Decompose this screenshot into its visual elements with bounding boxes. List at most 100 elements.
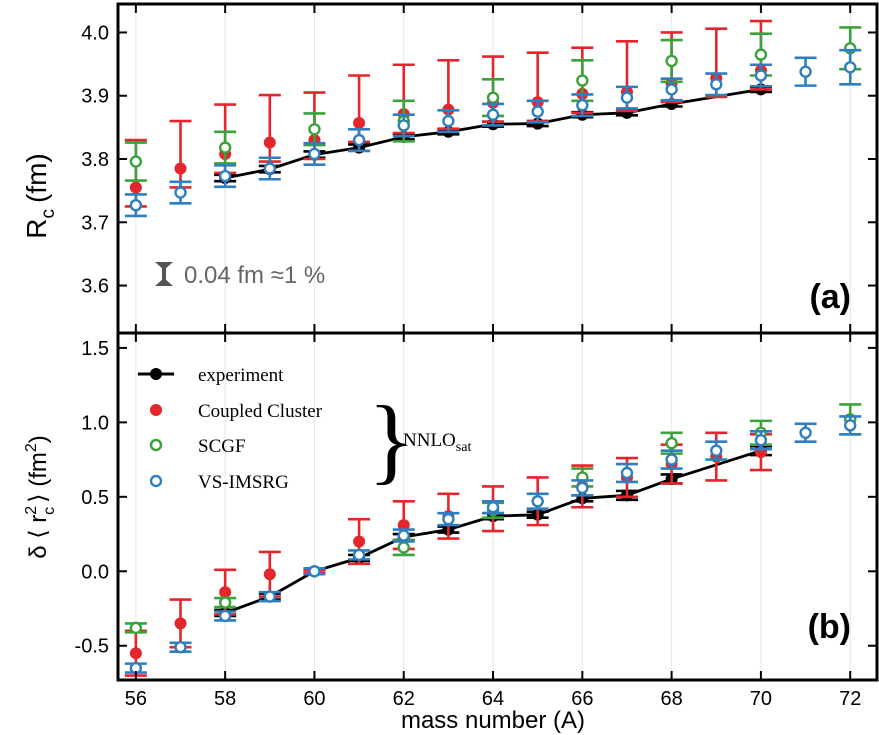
panel-a-vs-imsrg-point-70 <box>754 69 768 82</box>
panel-b-ytick-label-0: -0.5 <box>75 636 109 658</box>
panel-b-vs-imsrg-point-57 <box>174 641 187 654</box>
scale-bar-stem <box>162 262 166 286</box>
panel-a-vs-imsrg-point-61 <box>352 133 366 147</box>
panel-a-ylabel-main: R <box>21 219 52 239</box>
panel-a-ytick-label-3: 3.9 <box>81 86 109 108</box>
panel-a-ytick-label-1: 3.7 <box>81 212 109 234</box>
panel-a-vs-imsrg-point-62 <box>397 119 410 132</box>
panel-a-vs-imsrg-point-68 <box>665 83 678 96</box>
panel-b-vs-imsrg-point-62 <box>397 529 410 542</box>
panel-b-scgf-point-68 <box>665 437 678 450</box>
legend-group-main: NNLO <box>403 430 456 451</box>
panel-b-xtick-label-1: 58 <box>214 688 236 710</box>
panel-b-vs-imsrg-point-60 <box>308 565 321 578</box>
panel-b-vs-imsrg-point-67 <box>620 466 634 480</box>
legend-entry-vs-imsrg: VS-IMSRG <box>149 472 289 493</box>
panel-b-ylabel-tail-sup: 2 <box>23 443 40 452</box>
panel-b-xtick-label-2: 60 <box>303 688 325 710</box>
panel-b-ytick-label-4: 1.5 <box>81 338 109 360</box>
panel-b-coupled-cluster-point-57 <box>174 617 187 630</box>
panel-b-ylabel-main: δ ⟨ r <box>25 515 52 559</box>
panel-b-scgf-point-56 <box>129 621 143 635</box>
panel-a-scgf-point-58 <box>218 141 232 154</box>
panel-a-scgf-point-68 <box>665 54 678 68</box>
panel-b-ytick-label-3: 1.0 <box>81 412 109 434</box>
legend-entry-experiment: experiment <box>138 365 284 386</box>
panel-b-xtick-label-6: 68 <box>660 688 682 710</box>
panel-b-vs-imsrg-point-71 <box>799 426 812 439</box>
panel-b-vs-imsrg-point-70 <box>754 434 768 447</box>
panel-a-vs-imsrg-point-59 <box>263 162 276 175</box>
panel-b: -0.5 0.0 0.5 1.0 1.5 56 58 60 62 64 66 68 70 72 (b) δ… <box>23 331 879 710</box>
panel-a-vs-imsrg-point-66 <box>576 99 589 112</box>
legend-vs-imsrg-label: VS-IMSRG <box>198 472 289 493</box>
panel-a-ylabel-unit: (fm) <box>21 153 52 203</box>
panel-a-scgf-point-70 <box>754 48 768 61</box>
panel-a-vs-imsrg-point-69 <box>710 78 723 91</box>
legend-group-sub: sat <box>456 440 472 455</box>
panel-b-ylabel: δ ⟨ r2c⟩ (fm2) <box>23 435 58 559</box>
panel-a-scgf-point-64 <box>486 91 500 104</box>
panel-b-vs-imsrg-point-64 <box>486 501 500 514</box>
legend-entry-scgf: SCGF <box>149 436 246 457</box>
legend-experiment-marker <box>150 368 162 380</box>
panel-b-ytick-label-1: 0.0 <box>81 561 109 583</box>
legend-brace: } <box>368 386 414 493</box>
panel-a-ytick-label-0: 3.6 <box>81 276 109 298</box>
panel-a-vs-imsrg-point-60 <box>308 147 321 161</box>
panel-b-vs-imsrg-point-61 <box>352 548 366 562</box>
panel-b-coupled-cluster-point-62 <box>397 519 410 532</box>
panel-b-ylabel-end: ) <box>25 435 52 443</box>
legend-coupled-cluster-marker <box>150 404 162 416</box>
legend-scgf-label: SCGF <box>198 436 246 457</box>
panel-b-vs-imsrg-point-72 <box>844 419 857 432</box>
panel-b-vs-imsrg-point-66 <box>576 481 589 495</box>
panel-a-coupled-cluster-point-56 <box>129 181 142 194</box>
panel-a-label: (a) <box>809 278 851 316</box>
panel-a-vs-imsrg-point-56 <box>129 198 143 212</box>
panel-b-vs-imsrg-point-68 <box>665 453 678 466</box>
panel-b-coupled-cluster-point-59 <box>263 568 276 581</box>
panel-a-vs-imsrg-point-72 <box>844 61 857 74</box>
panel-a-vs-imsrg-point-65 <box>531 105 544 118</box>
panel-b-xtick-label-7: 70 <box>750 688 772 710</box>
panel-b-ylabel-sup: 2 <box>23 506 40 515</box>
panel-a-vs-imsrg-point-67 <box>620 91 634 104</box>
panel-b-vs-imsrg-point-65 <box>531 495 544 508</box>
panel-b-xtick-label-4: 64 <box>482 688 504 710</box>
panel-b-xtick-label-3: 62 <box>393 688 415 710</box>
panel-b-coupled-cluster-point-61 <box>353 535 366 548</box>
panel-b-vs-imsrg-point-58 <box>218 609 232 623</box>
panel-a-vs-imsrg-point-71 <box>799 65 812 78</box>
panel-b-scgf-point-62 <box>397 541 410 554</box>
panel-a: 3.6 3.7 3.8 3.9 4.0 (a) 0.04 fm ≈1 % Rc (fm) <box>21 2 879 335</box>
panel-b-coupled-cluster-point-58 <box>219 586 232 599</box>
panel-a-scgf-point-60 <box>308 123 321 136</box>
panel-b-ylabel-sub: c <box>41 507 58 515</box>
panel-b-ylabel-tail: ⟩ (fm <box>25 452 52 503</box>
panel-b-vs-imsrg-point-63 <box>442 512 455 526</box>
legend-scgf-marker <box>149 438 163 452</box>
panel-a-scgf-point-66 <box>576 74 589 87</box>
scale-annotation: 0.04 fm ≈1 % <box>155 262 325 289</box>
scale-bar-bottom <box>155 278 173 286</box>
x-axis-label: mass number (A) <box>401 707 585 734</box>
panel-a-coupled-cluster-point-61 <box>353 116 366 129</box>
panel-a-vs-imsrg-point-63 <box>442 114 455 128</box>
panel-b-ytick-label-2: 0.5 <box>81 487 109 509</box>
panel-a-ytick-label-4: 4.0 <box>81 22 109 44</box>
panel-a-ytick-label-2: 3.8 <box>81 149 109 171</box>
panel-b-xtick-label-5: 66 <box>571 688 593 710</box>
panel-a-scgf-point-56 <box>129 155 143 168</box>
panel-a-ylabel: Rc (fm) <box>21 153 59 239</box>
legend-coupled-cluster-label: Coupled Cluster <box>198 401 323 422</box>
legend-vs-imsrg-marker <box>149 474 163 488</box>
legend-entry-coupled-cluster: Coupled Cluster <box>150 401 323 422</box>
panel-b-coupled-cluster-point-56 <box>129 647 142 660</box>
panel-b-label: (b) <box>808 608 851 646</box>
panel-b-frame <box>116 331 879 682</box>
legend-group-label: NNLOsat <box>403 430 471 455</box>
panel-a-vs-imsrg-point-58 <box>218 169 232 183</box>
panel-a-ylabel-sub: c <box>38 209 59 219</box>
